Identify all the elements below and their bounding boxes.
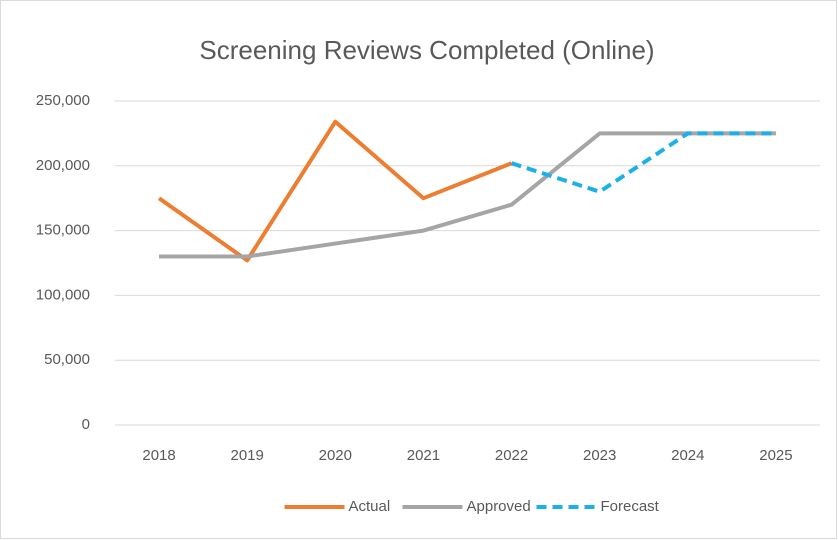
- x-tick-label: 2024: [671, 447, 704, 464]
- y-tick-label: 250,000: [36, 92, 90, 109]
- series-line: [510, 131, 776, 194]
- legend-label: Approved: [467, 498, 531, 515]
- x-tick-label: 2019: [231, 447, 264, 464]
- y-tick-label: 150,000: [36, 222, 90, 239]
- series-line: [157, 119, 513, 263]
- legend-label: Forecast: [601, 498, 660, 515]
- x-tick-label: 2022: [495, 447, 528, 464]
- y-tick-label: 0: [82, 416, 90, 433]
- x-tick-label: 2021: [407, 447, 440, 464]
- y-tick-label: 100,000: [36, 286, 90, 303]
- x-tick-label: 2025: [759, 447, 792, 464]
- chart-title: Screening Reviews Completed (Online): [199, 35, 654, 65]
- x-tick-label: 2018: [142, 447, 175, 464]
- y-tick-label: 50,000: [44, 351, 90, 368]
- x-tick-label: 2020: [319, 447, 352, 464]
- y-tick-label: 200,000: [36, 157, 90, 174]
- legend-label: Actual: [349, 498, 391, 515]
- series-line: [159, 131, 776, 259]
- x-tick-label: 2023: [583, 447, 616, 464]
